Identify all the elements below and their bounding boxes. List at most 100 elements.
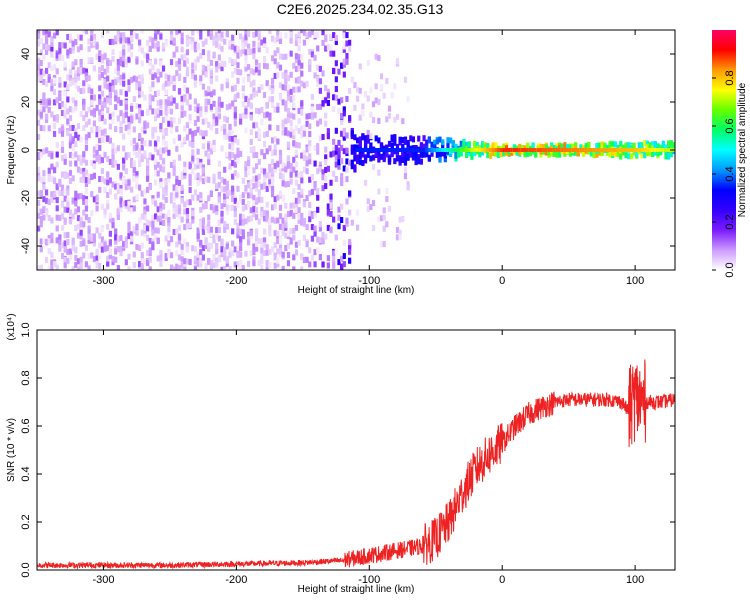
spectrogram-cell [143,206,147,213]
spectrogram-cell [348,159,352,166]
spectrogram-cell [318,65,322,72]
spectrogram-cell [223,226,227,233]
spectrogram-cell [58,42,62,49]
spectrogram-cell [39,190,43,197]
spectrogram-cell [201,40,206,47]
spectrogram-cell [63,173,67,180]
chart-title: C2E6.2025.234.02.35.G13 [276,1,444,17]
spectrogram-cell [278,204,283,211]
spectrogram-cell [116,76,120,83]
spectrogram-cell [265,210,269,217]
spectrogram-cell [55,188,59,195]
spectrogram-cell [215,36,219,43]
spectrogram-cell [76,215,81,222]
spectrogram-cell [71,175,75,182]
spectrogram-cell [39,215,43,222]
spectrogram-cell [39,60,43,67]
spectrogram-cell [164,40,168,47]
spectrogram-cell [600,150,604,157]
spectrogram-cell [284,78,288,85]
spectrogram-cell [60,252,65,259]
spectrogram-ridge-cell [635,148,639,152]
spectrogram-cell [233,246,237,253]
spectrogram-cell [459,150,463,157]
spectrogram-cell [60,146,65,153]
spectrogram-cell [204,117,208,124]
spectrogram-cell [164,104,168,111]
spectrogram-cell [300,80,304,87]
spectrogram-cell [114,234,118,241]
spectrogram-cell [177,238,182,245]
spectrogram-cell [215,233,219,240]
spectrogram-cell [270,246,275,253]
spectrogram-cell [350,163,354,170]
spectrogram-cell [305,160,309,167]
spectrogram-cell [55,184,59,191]
spectrogram-cell [193,64,198,71]
spectrogram-cell [236,261,240,268]
spectrogram-cell [207,258,211,265]
spectrogram-cell [63,81,67,88]
spectrogram-cell [313,211,317,218]
spectrogram-cell [435,138,439,145]
spectrogram-cell [231,38,235,45]
spectrogram-cell [379,215,384,222]
spectrogram-cell [348,115,352,122]
spectrogram-cell [329,193,333,200]
spectrogram-cell [82,198,86,205]
spectrogram-cell [84,30,89,35]
spectrogram-ridge-cell [390,148,394,152]
spectrogram-cell [324,112,328,119]
spectrogram-cell [276,138,280,145]
spectrogram-cell [185,99,190,106]
spectrogram-cell [231,240,235,247]
spectrogram-cell [345,40,349,47]
spectrogram-ridge-cell [414,148,418,152]
spectrogram-cell [236,157,240,164]
spectrogram-cell [316,120,320,127]
spectrogram-cell [100,90,104,97]
spectrogram-ridge-cell [624,148,628,152]
spectrogram-cell [225,260,229,267]
spectrogram-cell [656,143,660,150]
spectrogram-cell [138,75,142,82]
spectrogram-cell [276,237,280,244]
spectrogram-cell [294,40,299,47]
spectrogram-cell [316,64,320,71]
spectrogram-cell [76,155,81,162]
spectrogram-cell [39,125,43,132]
spectrogram-cell [348,248,352,255]
spectrogram-cell [321,169,325,176]
spectrogram-cell [135,223,139,230]
spectrogram-cell [145,40,150,47]
spectrogram-ridge-cell [467,148,471,152]
spectrogram-cell [318,161,322,168]
spectrogram-ridge-cell [526,148,530,152]
spectrogram-cell [103,178,107,185]
spectrogram-cell [273,136,277,143]
spectrogram-cell [374,97,378,104]
spectrogram-cell [50,237,54,244]
spectrogram-cell [382,241,386,248]
spectrogram-cell [289,171,293,178]
spectrogram-cell [103,82,107,89]
spectrogram-cell [177,88,182,95]
spectrogram-cell [108,99,112,106]
spectrogram-cell [406,141,410,148]
spectrogram-cell [326,92,330,99]
spectrogram-cell [127,253,131,260]
spectrogram-cell [270,216,275,223]
spectrogram-cell [225,209,229,216]
spectrogram-cell [390,151,394,158]
spectrogram-cell [321,231,325,238]
spectrogram-cell [547,149,551,156]
spectrogram-cell [148,266,152,270]
spectrogram-cell [292,156,296,163]
spectrogram-cell [217,235,221,242]
spectrogram-cell [268,145,272,152]
spectrogram-cell [204,90,208,97]
spectrogram-cell [310,30,315,36]
spectrogram-ridge-cell [616,148,620,152]
spectrogram-cell [122,40,126,47]
spectrogram-cell [215,127,219,134]
